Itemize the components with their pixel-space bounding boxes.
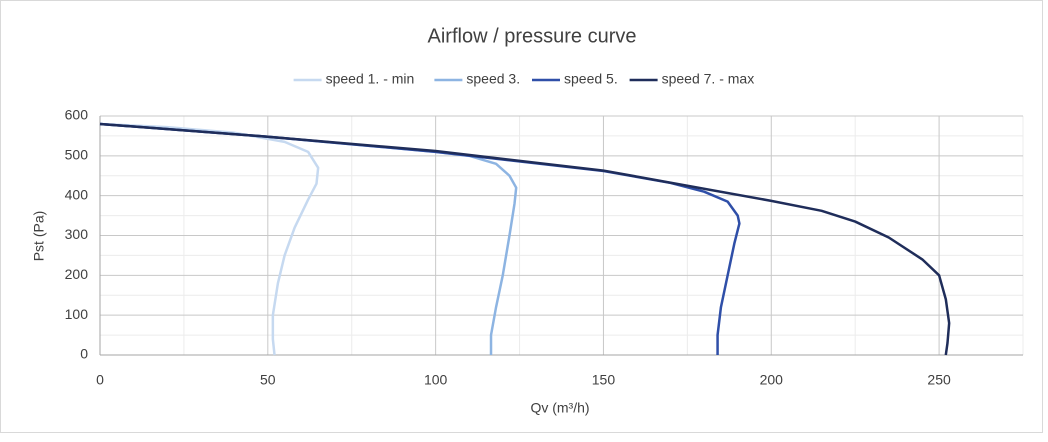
y-tick-label: 0 [80,346,88,362]
legend-label: speed 5. [564,71,618,87]
chart-title: Airflow / pressure curve [428,25,637,47]
line [99,122,951,356]
x-axis-label: Qv (m³/h) [530,400,589,416]
y-tick-label: 400 [65,186,89,202]
legend-label: speed 7. - max [662,71,755,87]
x-tick-label: 250 [927,372,951,388]
y-tick-label: 600 [65,107,89,123]
y-tick-label: 200 [65,266,89,282]
y-tick-label: 500 [65,147,89,163]
legend-label: speed 1. - min [326,71,415,87]
chart-border [0,0,1043,433]
x-tick-label: 0 [96,372,104,388]
x-tick-label: 200 [760,372,784,388]
x-tick-label: 100 [424,372,448,388]
legend-label: speed 3. [466,71,520,87]
x-tick-label: 150 [592,372,616,388]
y-tick-label: 100 [65,306,89,322]
y-axis-label: Pst (Pa) [31,211,47,262]
x-tick-label: 50 [260,372,276,388]
y-tick-label: 300 [65,226,89,242]
